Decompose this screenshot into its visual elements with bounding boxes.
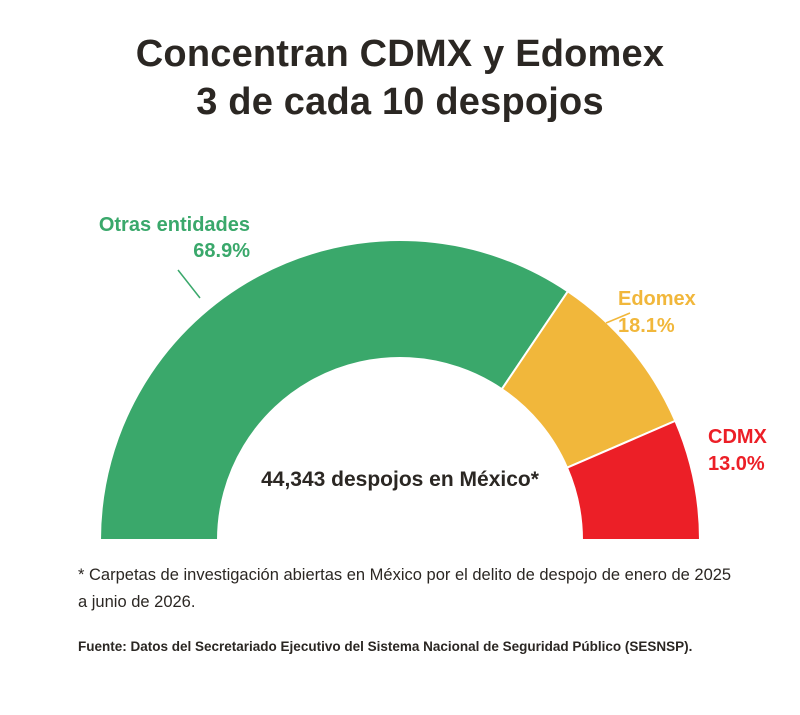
chart-title-line-2: 3 de cada 10 despojos	[196, 81, 604, 123]
center-total-label: 44,343 despojos en México*	[261, 468, 540, 491]
slice-otras-entidades	[98, 239, 570, 541]
slice-value-edomex: 18.1%	[618, 315, 675, 337]
chart-title: Concentran CDMX y Edomex 3 de cada 10 de…	[0, 30, 800, 126]
slice-value-otras-entidades: 68.9%	[193, 240, 250, 262]
slice-name-otras-entidades: Otras entidades	[99, 214, 250, 236]
chart-slices	[98, 239, 702, 541]
half-donut-chart: Otras entidades 68.9% Edomex 18.1% CDMX 13.0%…	[98, 214, 768, 541]
leader-line-edomex	[605, 312, 631, 324]
chart-title-line-1: Concentran CDMX y Edomex	[135, 33, 665, 75]
slice-cdmx	[565, 419, 702, 541]
chart-labels: Otras entidades 68.9% Edomex 18.1% CDMX 13.0%	[99, 214, 768, 475]
slice-value-cdmx: 13.0%	[708, 453, 765, 475]
slice-name-cdmx: CDMX	[708, 426, 768, 448]
footnote: * Carpetas de investigación abiertas en …	[78, 566, 732, 611]
chart-leader-lines	[177, 269, 631, 324]
leader-line-otras-entidades	[177, 269, 201, 299]
slice-name-edomex: Edomex	[618, 288, 696, 310]
source-note: Fuente: Datos del Secretariado Ejecutivo…	[78, 639, 693, 654]
